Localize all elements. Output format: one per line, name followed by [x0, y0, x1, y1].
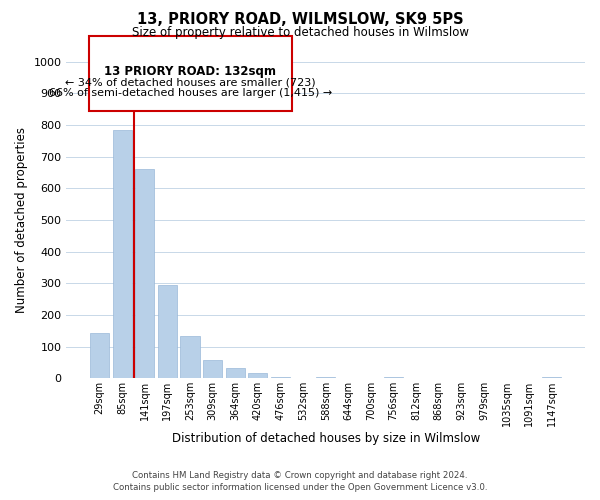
- Text: Size of property relative to detached houses in Wilmslow: Size of property relative to detached ho…: [131, 26, 469, 39]
- Bar: [158, 285, 177, 378]
- Bar: [248, 373, 268, 378]
- Bar: [181, 336, 200, 378]
- Text: ← 34% of detached houses are smaller (723): ← 34% of detached houses are smaller (72…: [65, 77, 316, 87]
- Bar: [271, 376, 290, 378]
- X-axis label: Distribution of detached houses by size in Wilmslow: Distribution of detached houses by size …: [172, 432, 480, 445]
- Y-axis label: Number of detached properties: Number of detached properties: [15, 127, 28, 313]
- FancyBboxPatch shape: [89, 36, 292, 111]
- Text: 66% of semi-detached houses are larger (1,415) →: 66% of semi-detached houses are larger (…: [49, 88, 332, 98]
- Bar: [384, 376, 403, 378]
- Bar: [316, 376, 335, 378]
- Bar: [542, 376, 562, 378]
- Bar: [113, 130, 132, 378]
- Text: Contains HM Land Registry data © Crown copyright and database right 2024.
Contai: Contains HM Land Registry data © Crown c…: [113, 471, 487, 492]
- Text: 13 PRIORY ROAD: 132sqm: 13 PRIORY ROAD: 132sqm: [104, 64, 276, 78]
- Text: 13, PRIORY ROAD, WILMSLOW, SK9 5PS: 13, PRIORY ROAD, WILMSLOW, SK9 5PS: [137, 12, 463, 28]
- Bar: [135, 169, 154, 378]
- Bar: [226, 368, 245, 378]
- Bar: [90, 333, 109, 378]
- Bar: [203, 360, 222, 378]
